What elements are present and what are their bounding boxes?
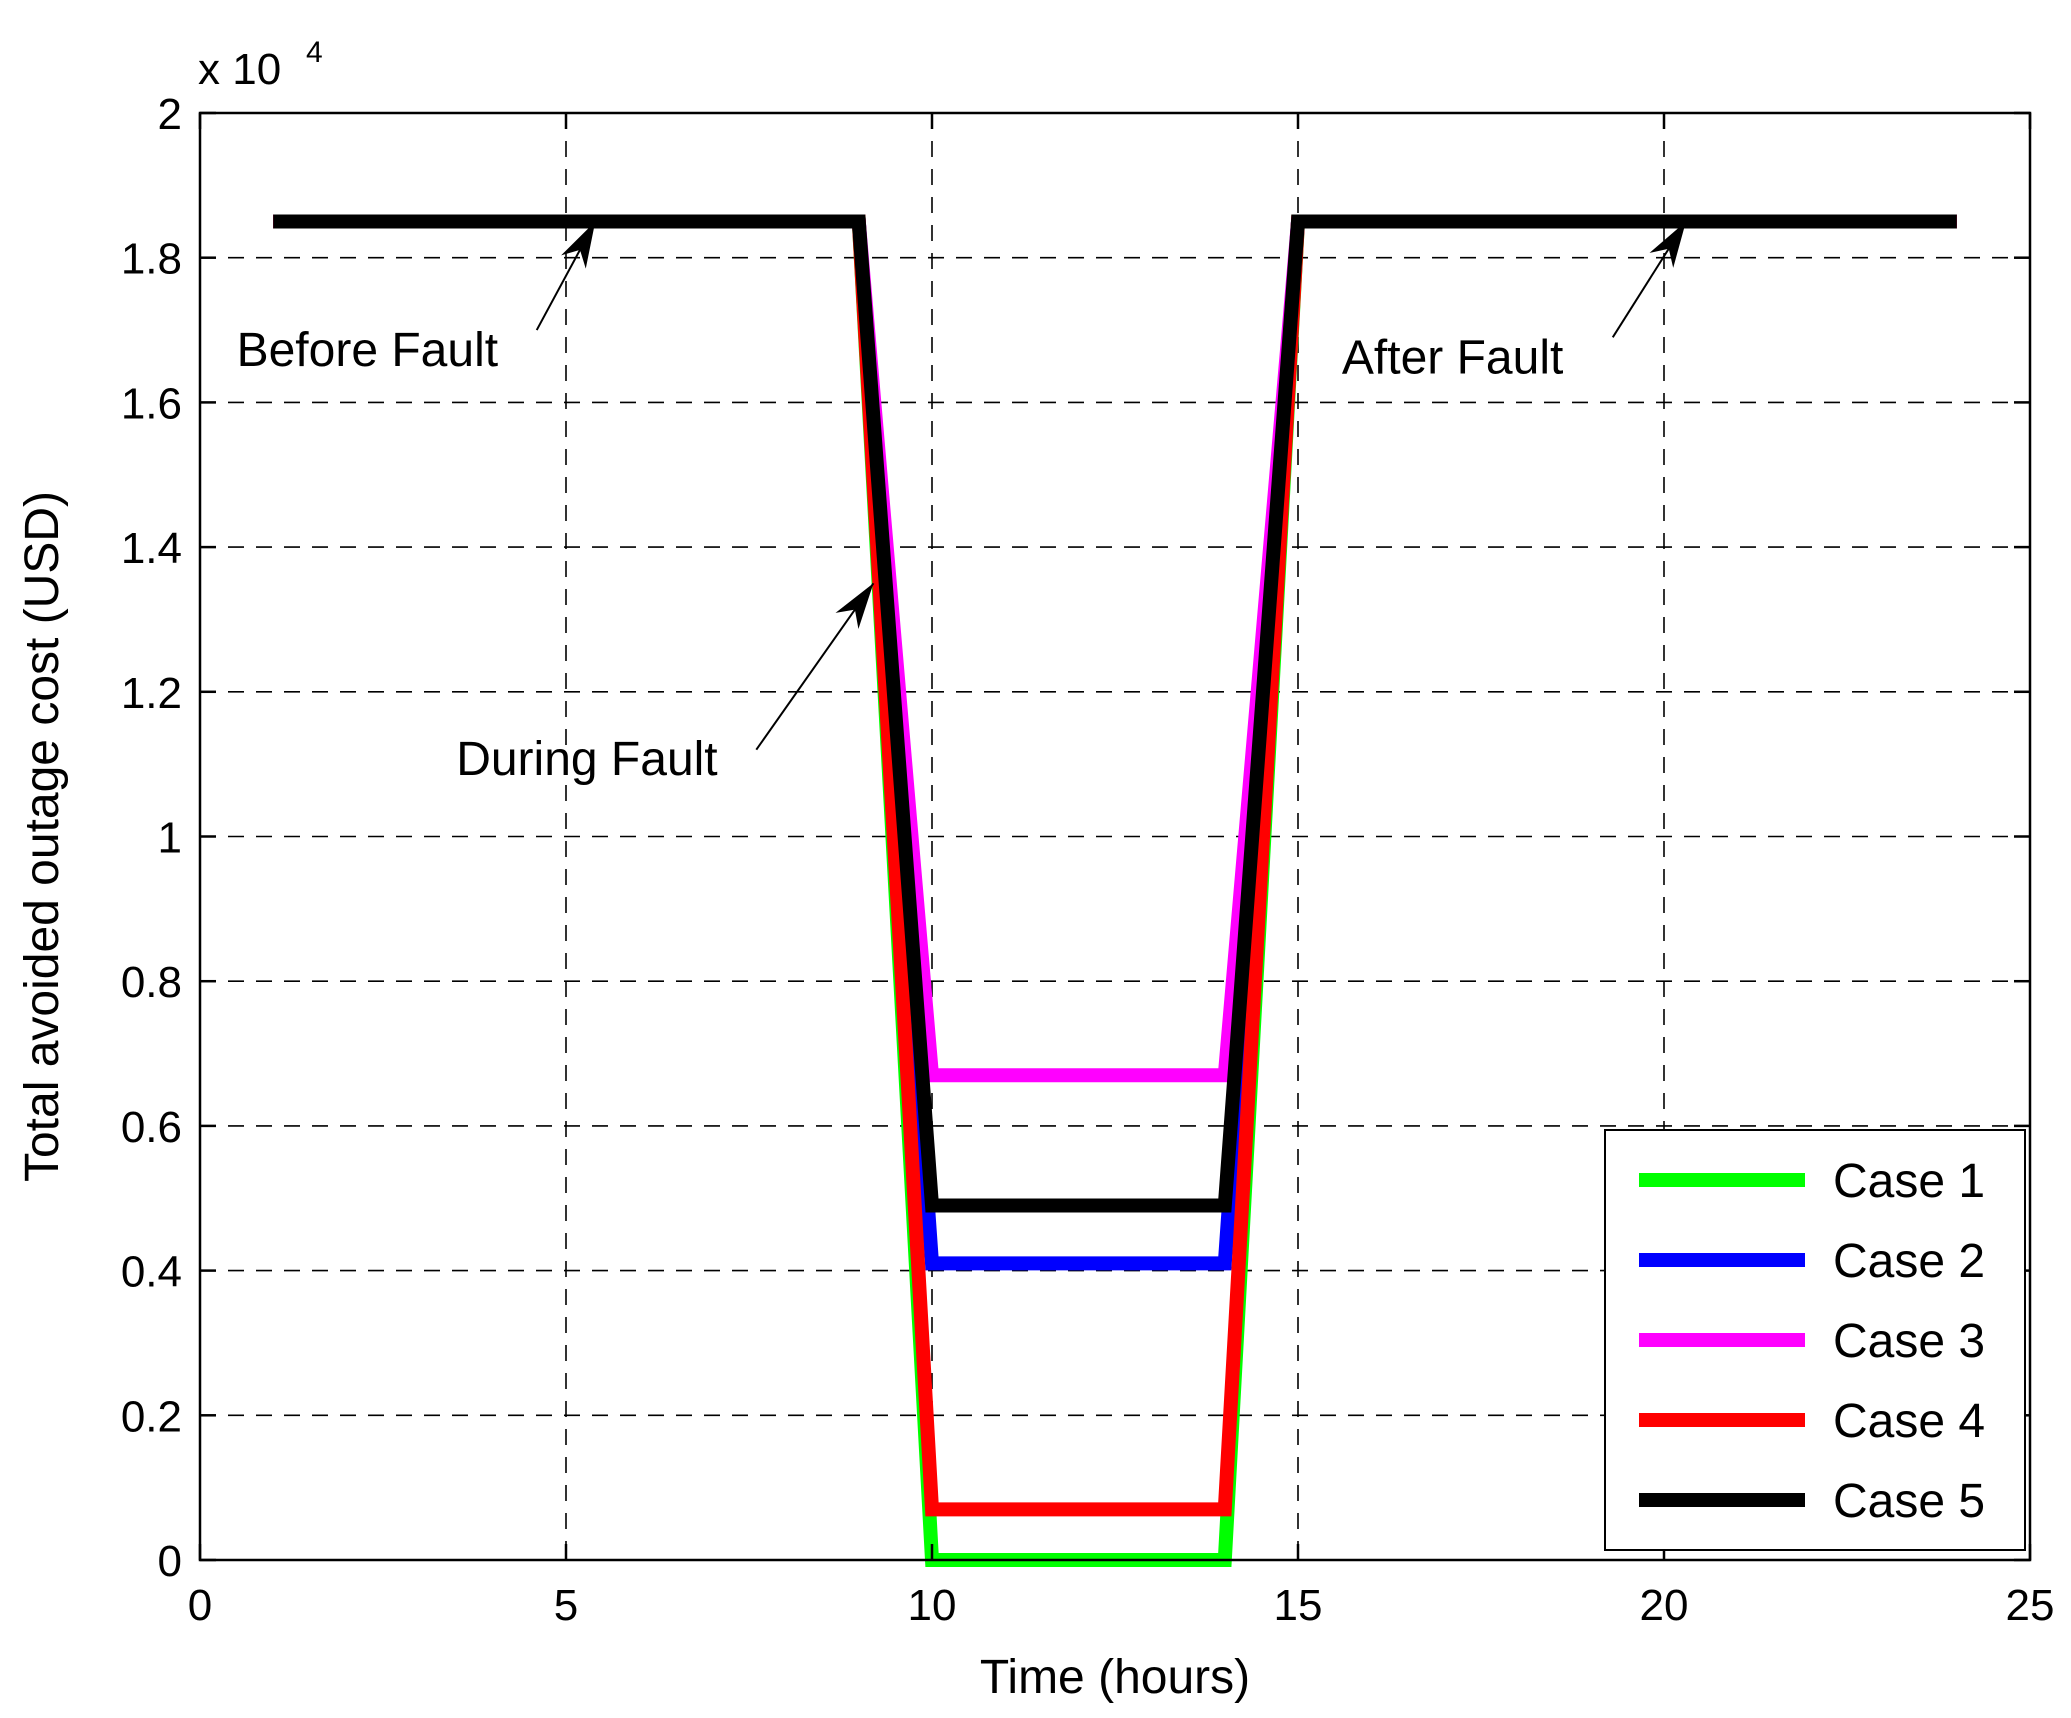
axis-ticks	[198, 111, 2032, 1562]
y-tick-label: 1.6	[121, 379, 182, 428]
annotations: Before Fault During Fault After Fault	[237, 220, 1687, 786]
annotation-arrowhead	[561, 221, 596, 269]
legend-label-case-2: Case 2	[1833, 1235, 1985, 1288]
y-tick-label: 1.2	[121, 669, 182, 718]
y-tick-label: 1.4	[121, 524, 182, 573]
annotation-arrowhead	[1649, 221, 1686, 268]
legend-label-case-4: Case 4	[1833, 1395, 1985, 1448]
y-tick-label: 0.4	[121, 1248, 182, 1297]
y-axis-multiplier: x 10	[198, 45, 281, 94]
annotation-text: During Fault	[456, 733, 717, 786]
y-tick-label: 0.8	[121, 958, 182, 1007]
x-tick-label: 5	[554, 1581, 578, 1630]
annotation-arrowhead	[835, 583, 874, 629]
y-tick-label: 2	[158, 90, 182, 139]
legend-label-case-1: Case 1	[1833, 1155, 1985, 1208]
x-axis-label: Time (hours)	[980, 1651, 1250, 1704]
y-tick-label: 0.6	[121, 1103, 182, 1152]
annotation-text: After Fault	[1342, 331, 1563, 384]
tick-labels: 0 5 10 15 20 25 0 0.2 0.4 0.6 0.8 1 1.2 1.4 1.6 1.8 2	[121, 90, 2055, 1630]
legend-label-case-3: Case 3	[1833, 1315, 1985, 1368]
x-tick-label: 10	[908, 1581, 957, 1630]
legend-label-case-5: Case 5	[1833, 1475, 1985, 1528]
x-tick-label: 0	[188, 1581, 212, 1630]
y-tick-label: 1	[158, 814, 182, 863]
annotation-arrow-line	[755, 582, 875, 751]
series-line-case-5	[273, 214, 1957, 1213]
y-tick-label: 0	[158, 1537, 182, 1586]
x-tick-label: 25	[2006, 1581, 2055, 1630]
x-tick-label: 20	[1640, 1581, 1689, 1630]
y-tick-label: 1.8	[121, 235, 182, 284]
x-tick-label: 15	[1274, 1581, 1323, 1630]
y-axis-label: Total avoided outage cost (USD)	[16, 491, 69, 1182]
y-axis-multiplier-exponent: 4	[306, 36, 323, 69]
series-layer	[273, 214, 1957, 1567]
annotation-text: Before Fault	[237, 324, 498, 377]
y-tick-label: 0.2	[121, 1392, 182, 1441]
legend: Case 1 Case 2 Case 3 Case 4 Case 5	[1604, 1129, 2026, 1551]
